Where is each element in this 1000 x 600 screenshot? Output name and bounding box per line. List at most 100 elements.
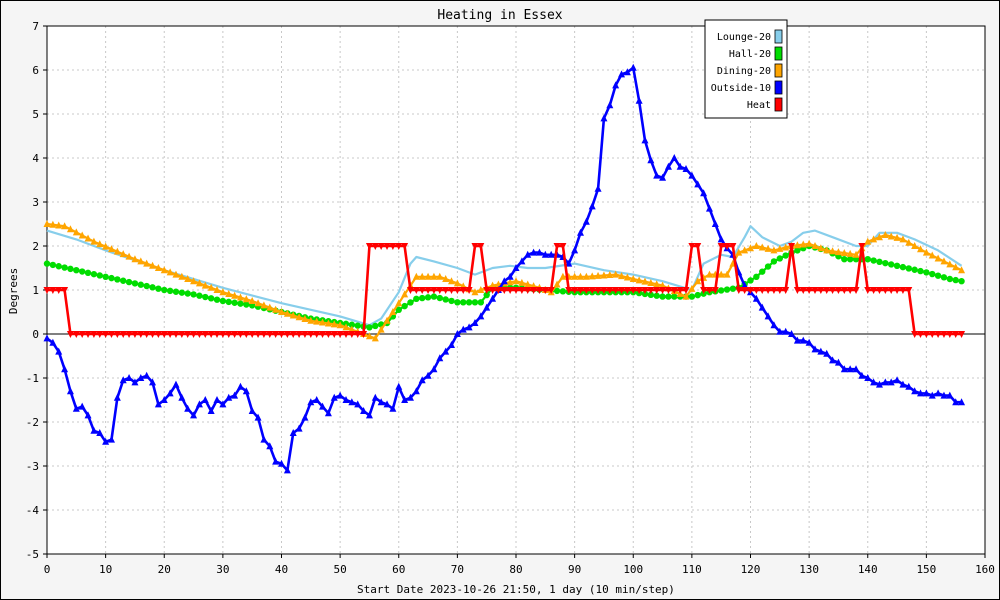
dining-20-point bbox=[899, 235, 907, 243]
heat-point bbox=[66, 331, 74, 338]
outside-10-point bbox=[436, 354, 444, 362]
heat-point bbox=[524, 287, 532, 294]
outside-10-point bbox=[758, 303, 766, 311]
hall-20-point bbox=[448, 297, 455, 305]
dining-20-point bbox=[717, 270, 725, 278]
hall-20-point bbox=[436, 294, 443, 302]
hall-20-point bbox=[78, 268, 86, 275]
heat-point bbox=[90, 331, 98, 338]
outside-10-point bbox=[61, 365, 69, 373]
outside-10-point bbox=[623, 68, 631, 76]
heat-point bbox=[659, 287, 667, 294]
hall-20-point bbox=[841, 256, 848, 263]
heat-point bbox=[864, 287, 872, 294]
heat-point bbox=[272, 331, 280, 338]
hall-20-point bbox=[483, 291, 490, 299]
dining-20-point bbox=[524, 280, 532, 288]
heat-point bbox=[788, 243, 796, 250]
dining-20-point bbox=[412, 272, 420, 280]
dining-20-point bbox=[870, 235, 878, 243]
heat-point bbox=[365, 243, 373, 250]
hall-20-point bbox=[460, 299, 467, 306]
heat-point bbox=[295, 331, 303, 338]
dining-20-point bbox=[330, 320, 338, 328]
hall-20-point bbox=[73, 267, 80, 274]
hall-20-point bbox=[794, 247, 801, 254]
outside-10-point bbox=[119, 376, 127, 384]
x-tick-label: 90 bbox=[568, 563, 581, 576]
outside-10-point bbox=[705, 204, 713, 212]
heat-point bbox=[377, 243, 385, 250]
outside-10-point bbox=[195, 400, 203, 408]
dining-20-point bbox=[289, 311, 297, 319]
outside-10-point bbox=[834, 358, 842, 366]
outside-10-point bbox=[852, 365, 860, 373]
outside-10-point bbox=[530, 248, 538, 256]
heat-point bbox=[846, 287, 854, 294]
heat-point bbox=[489, 287, 497, 294]
outside-10-point bbox=[694, 180, 702, 188]
hall-20-point bbox=[764, 263, 772, 270]
dining-20-point bbox=[594, 271, 602, 279]
hall-20-point bbox=[49, 261, 57, 269]
heat-point bbox=[125, 331, 133, 338]
heat-point bbox=[313, 331, 321, 338]
dining-20-point bbox=[952, 263, 960, 271]
dining-20-point bbox=[190, 277, 198, 285]
dining-20-point bbox=[313, 317, 321, 325]
dining-20-point bbox=[84, 234, 92, 242]
outside-10-point bbox=[911, 387, 919, 395]
outside-10-point bbox=[354, 400, 362, 408]
y-tick-label: 2 bbox=[32, 240, 39, 253]
hall-20-point bbox=[770, 258, 778, 265]
dining-20-point bbox=[231, 291, 239, 299]
outside-10-point bbox=[412, 387, 420, 395]
hall-20-point bbox=[559, 288, 567, 295]
outside-10-point bbox=[700, 189, 708, 197]
hall-20-point bbox=[202, 293, 209, 301]
hall-20-point bbox=[90, 270, 98, 278]
hall-20-point bbox=[155, 285, 162, 292]
x-tick-label: 80 bbox=[509, 563, 522, 576]
outside-10-point bbox=[149, 378, 157, 386]
x-axis-ticks: 0 10 20 30 40 50 60 70 80 90 100 110 120 130 140 150 160 bbox=[44, 554, 995, 576]
dining-20-point bbox=[911, 242, 919, 249]
heat-point bbox=[113, 331, 121, 338]
outside-10-point bbox=[940, 391, 948, 399]
y-axis-ticks: -5 -4 -3 -2 -1 0 1 2 3 4 5 6 7 bbox=[26, 20, 47, 561]
dining-20-point bbox=[887, 232, 895, 240]
heat-point bbox=[735, 287, 743, 294]
heat-point bbox=[231, 331, 239, 338]
outside-10-point bbox=[483, 303, 491, 311]
outside-10-point bbox=[594, 184, 602, 192]
hall-20-point bbox=[108, 274, 115, 282]
heat-point bbox=[465, 287, 473, 294]
outside-10-point bbox=[430, 365, 438, 373]
heat-point bbox=[793, 287, 801, 294]
hall-20-point bbox=[213, 296, 221, 303]
dining-20-point bbox=[401, 290, 409, 298]
dining-20-point bbox=[348, 325, 356, 333]
heat-point bbox=[278, 331, 285, 338]
heat-point bbox=[406, 287, 414, 294]
x-tick-label: 20 bbox=[158, 563, 171, 576]
dining-20-point bbox=[131, 255, 139, 263]
heat-point bbox=[143, 331, 151, 338]
x-tick-label: 50 bbox=[334, 563, 347, 576]
hall-20-point bbox=[131, 280, 139, 287]
outside-10-point bbox=[524, 250, 532, 258]
dining-20-point bbox=[852, 250, 860, 258]
dining-20-point bbox=[747, 244, 754, 252]
heat-point bbox=[160, 331, 168, 338]
y-tick-label: -1 bbox=[26, 372, 39, 385]
dining-20-point bbox=[266, 303, 274, 311]
heat-point bbox=[588, 287, 596, 294]
outside-10-point bbox=[823, 349, 831, 357]
heat-point bbox=[436, 287, 444, 294]
outside-10-point bbox=[459, 325, 467, 333]
outside-10-point bbox=[389, 404, 397, 412]
outside-10-point bbox=[49, 338, 57, 346]
hall-20-point bbox=[120, 277, 127, 284]
legend-label: Hall-20 bbox=[729, 49, 771, 60]
dining-20-point bbox=[741, 246, 749, 254]
